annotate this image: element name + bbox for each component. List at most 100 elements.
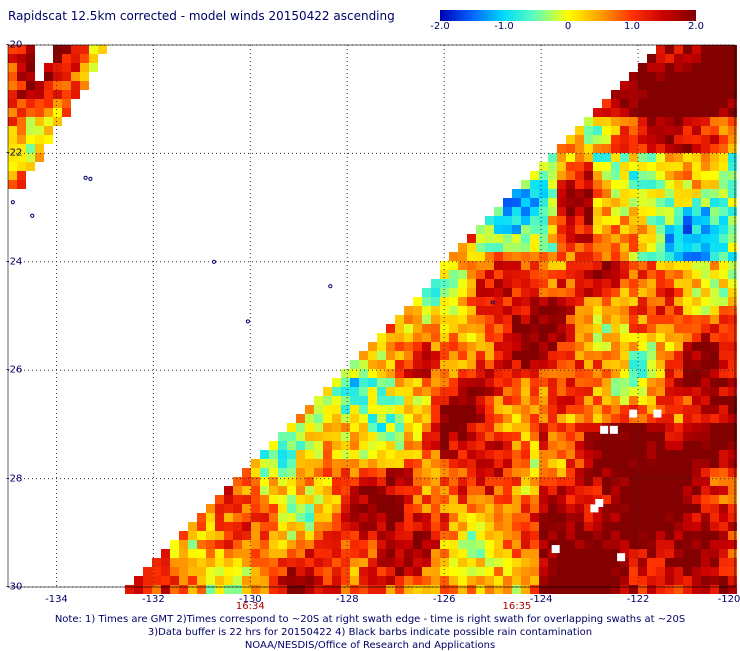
wind-cell — [413, 459, 422, 468]
wind-cell — [620, 504, 629, 513]
wind-cell — [602, 504, 611, 513]
wind-cell — [521, 378, 530, 387]
wind-cell — [728, 567, 737, 576]
wind-cell — [638, 153, 647, 162]
wind-cell — [323, 522, 332, 531]
wind-cell — [674, 342, 683, 351]
wind-cell — [575, 342, 584, 351]
wind-cell — [467, 567, 476, 576]
wind-cell — [548, 225, 557, 234]
wind-cell — [521, 450, 530, 459]
wind-cell — [728, 99, 737, 108]
wind-cell — [512, 450, 521, 459]
wind-cell — [566, 288, 575, 297]
wind-cell — [593, 585, 602, 594]
wind-cell — [593, 459, 602, 468]
wind-cell — [179, 549, 188, 558]
wind-cell — [368, 522, 377, 531]
wind-cell — [683, 576, 692, 585]
wind-cell — [638, 423, 647, 432]
wind-cell — [656, 126, 665, 135]
wind-cell — [485, 378, 494, 387]
wind-cell — [359, 432, 368, 441]
wind-cell — [458, 243, 467, 252]
wind-cell — [17, 126, 26, 135]
wind-cell — [386, 351, 395, 360]
wind-cell — [350, 459, 359, 468]
wind-cell — [404, 306, 413, 315]
wind-cell — [629, 459, 638, 468]
wind-cell — [449, 405, 458, 414]
wind-cell — [233, 504, 242, 513]
wind-cell — [593, 117, 602, 126]
wind-cell — [683, 405, 692, 414]
wind-cell — [557, 585, 566, 594]
wind-cell — [665, 234, 674, 243]
wind-cell — [638, 495, 647, 504]
wind-cell — [242, 540, 251, 549]
wind-cell — [557, 261, 566, 270]
wind-cell — [611, 324, 620, 333]
wind-cell — [692, 369, 701, 378]
wind-cell — [683, 126, 692, 135]
wind-cell — [548, 180, 557, 189]
wind-cell — [467, 261, 476, 270]
wind-cell — [71, 54, 80, 63]
wind-cell — [422, 558, 431, 567]
wind-cell — [530, 513, 539, 522]
wind-cell — [449, 324, 458, 333]
wind-cell — [386, 513, 395, 522]
wind-cell — [710, 432, 719, 441]
wind-cell — [575, 126, 584, 135]
wind-cell — [449, 522, 458, 531]
wind-cell — [674, 252, 683, 261]
wind-cell — [467, 522, 476, 531]
wind-cell — [422, 396, 431, 405]
wind-cell — [701, 117, 710, 126]
wind-cell — [224, 549, 233, 558]
wind-cell — [692, 72, 701, 81]
wind-cell — [593, 144, 602, 153]
note-line-3: NOAA/NESDIS/Office of Research and Appli… — [244, 640, 496, 651]
island-outline — [211, 259, 217, 264]
wind-cell — [503, 369, 512, 378]
wind-cell — [674, 288, 683, 297]
wind-cell — [440, 459, 449, 468]
wind-cell — [638, 216, 647, 225]
wind-cell — [584, 450, 593, 459]
wind-cell — [701, 171, 710, 180]
wind-cell — [377, 369, 386, 378]
wind-cell — [710, 72, 719, 81]
wind-cell — [602, 495, 611, 504]
wind-cell — [440, 504, 449, 513]
wind-cell — [332, 378, 341, 387]
wind-cell — [701, 504, 710, 513]
wind-cell — [494, 207, 503, 216]
wind-cell — [413, 333, 422, 342]
wind-cell — [8, 90, 17, 99]
wind-cell — [521, 477, 530, 486]
wind-cell — [701, 72, 710, 81]
wind-cell — [692, 207, 701, 216]
wind-cell — [656, 477, 665, 486]
wind-cell — [719, 234, 728, 243]
wind-cell — [80, 81, 89, 90]
wind-cell — [710, 234, 719, 243]
wind-cell — [413, 585, 422, 594]
wind-cell — [503, 315, 512, 324]
wind-cell — [386, 324, 395, 333]
wind-cell — [620, 306, 629, 315]
wind-cell — [215, 549, 224, 558]
wind-cell — [656, 108, 665, 117]
wind-cell — [620, 288, 629, 297]
wind-cell — [629, 324, 638, 333]
wind-cell — [269, 504, 278, 513]
wind-cell — [359, 378, 368, 387]
wind-cell — [404, 468, 413, 477]
wind-cell — [512, 333, 521, 342]
wind-cell — [71, 72, 80, 81]
wind-cell — [35, 135, 44, 144]
wind-cell — [278, 576, 287, 585]
wind-cell — [719, 315, 728, 324]
wind-cell — [296, 549, 305, 558]
